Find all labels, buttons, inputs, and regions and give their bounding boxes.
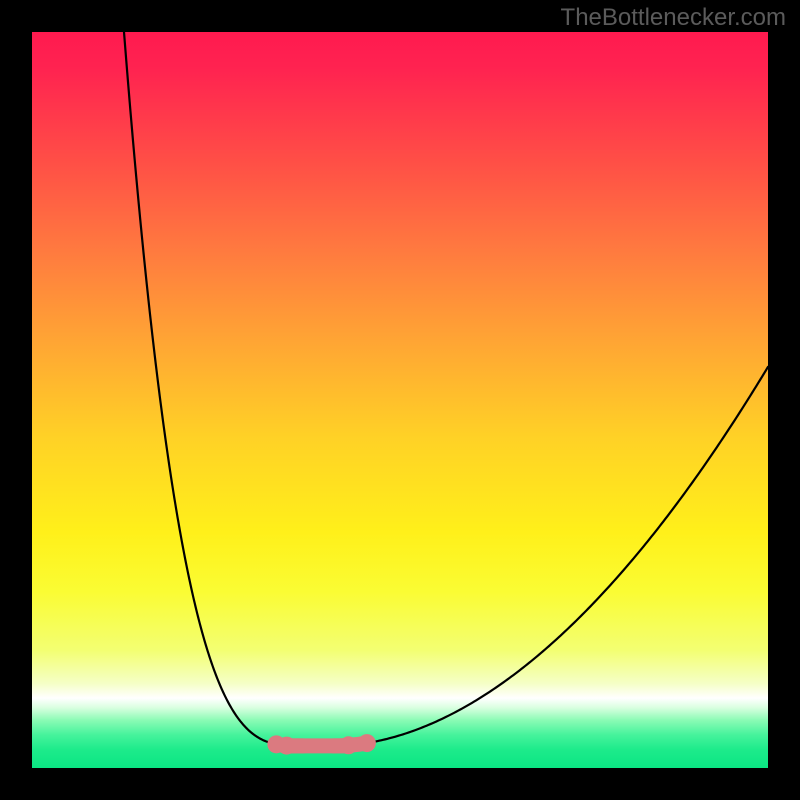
- highlight-dot-left-1: [278, 737, 296, 755]
- gradient-background: [32, 32, 768, 768]
- bottleneck-curve-chart: [32, 32, 768, 768]
- highlight-dot-right-0: [339, 736, 357, 754]
- watermark-text: TheBottlenecker.com: [561, 4, 786, 32]
- plot-area: [32, 32, 768, 768]
- highlight-dot-right-1: [358, 734, 376, 752]
- chart-container: TheBottlenecker.com: [0, 0, 800, 800]
